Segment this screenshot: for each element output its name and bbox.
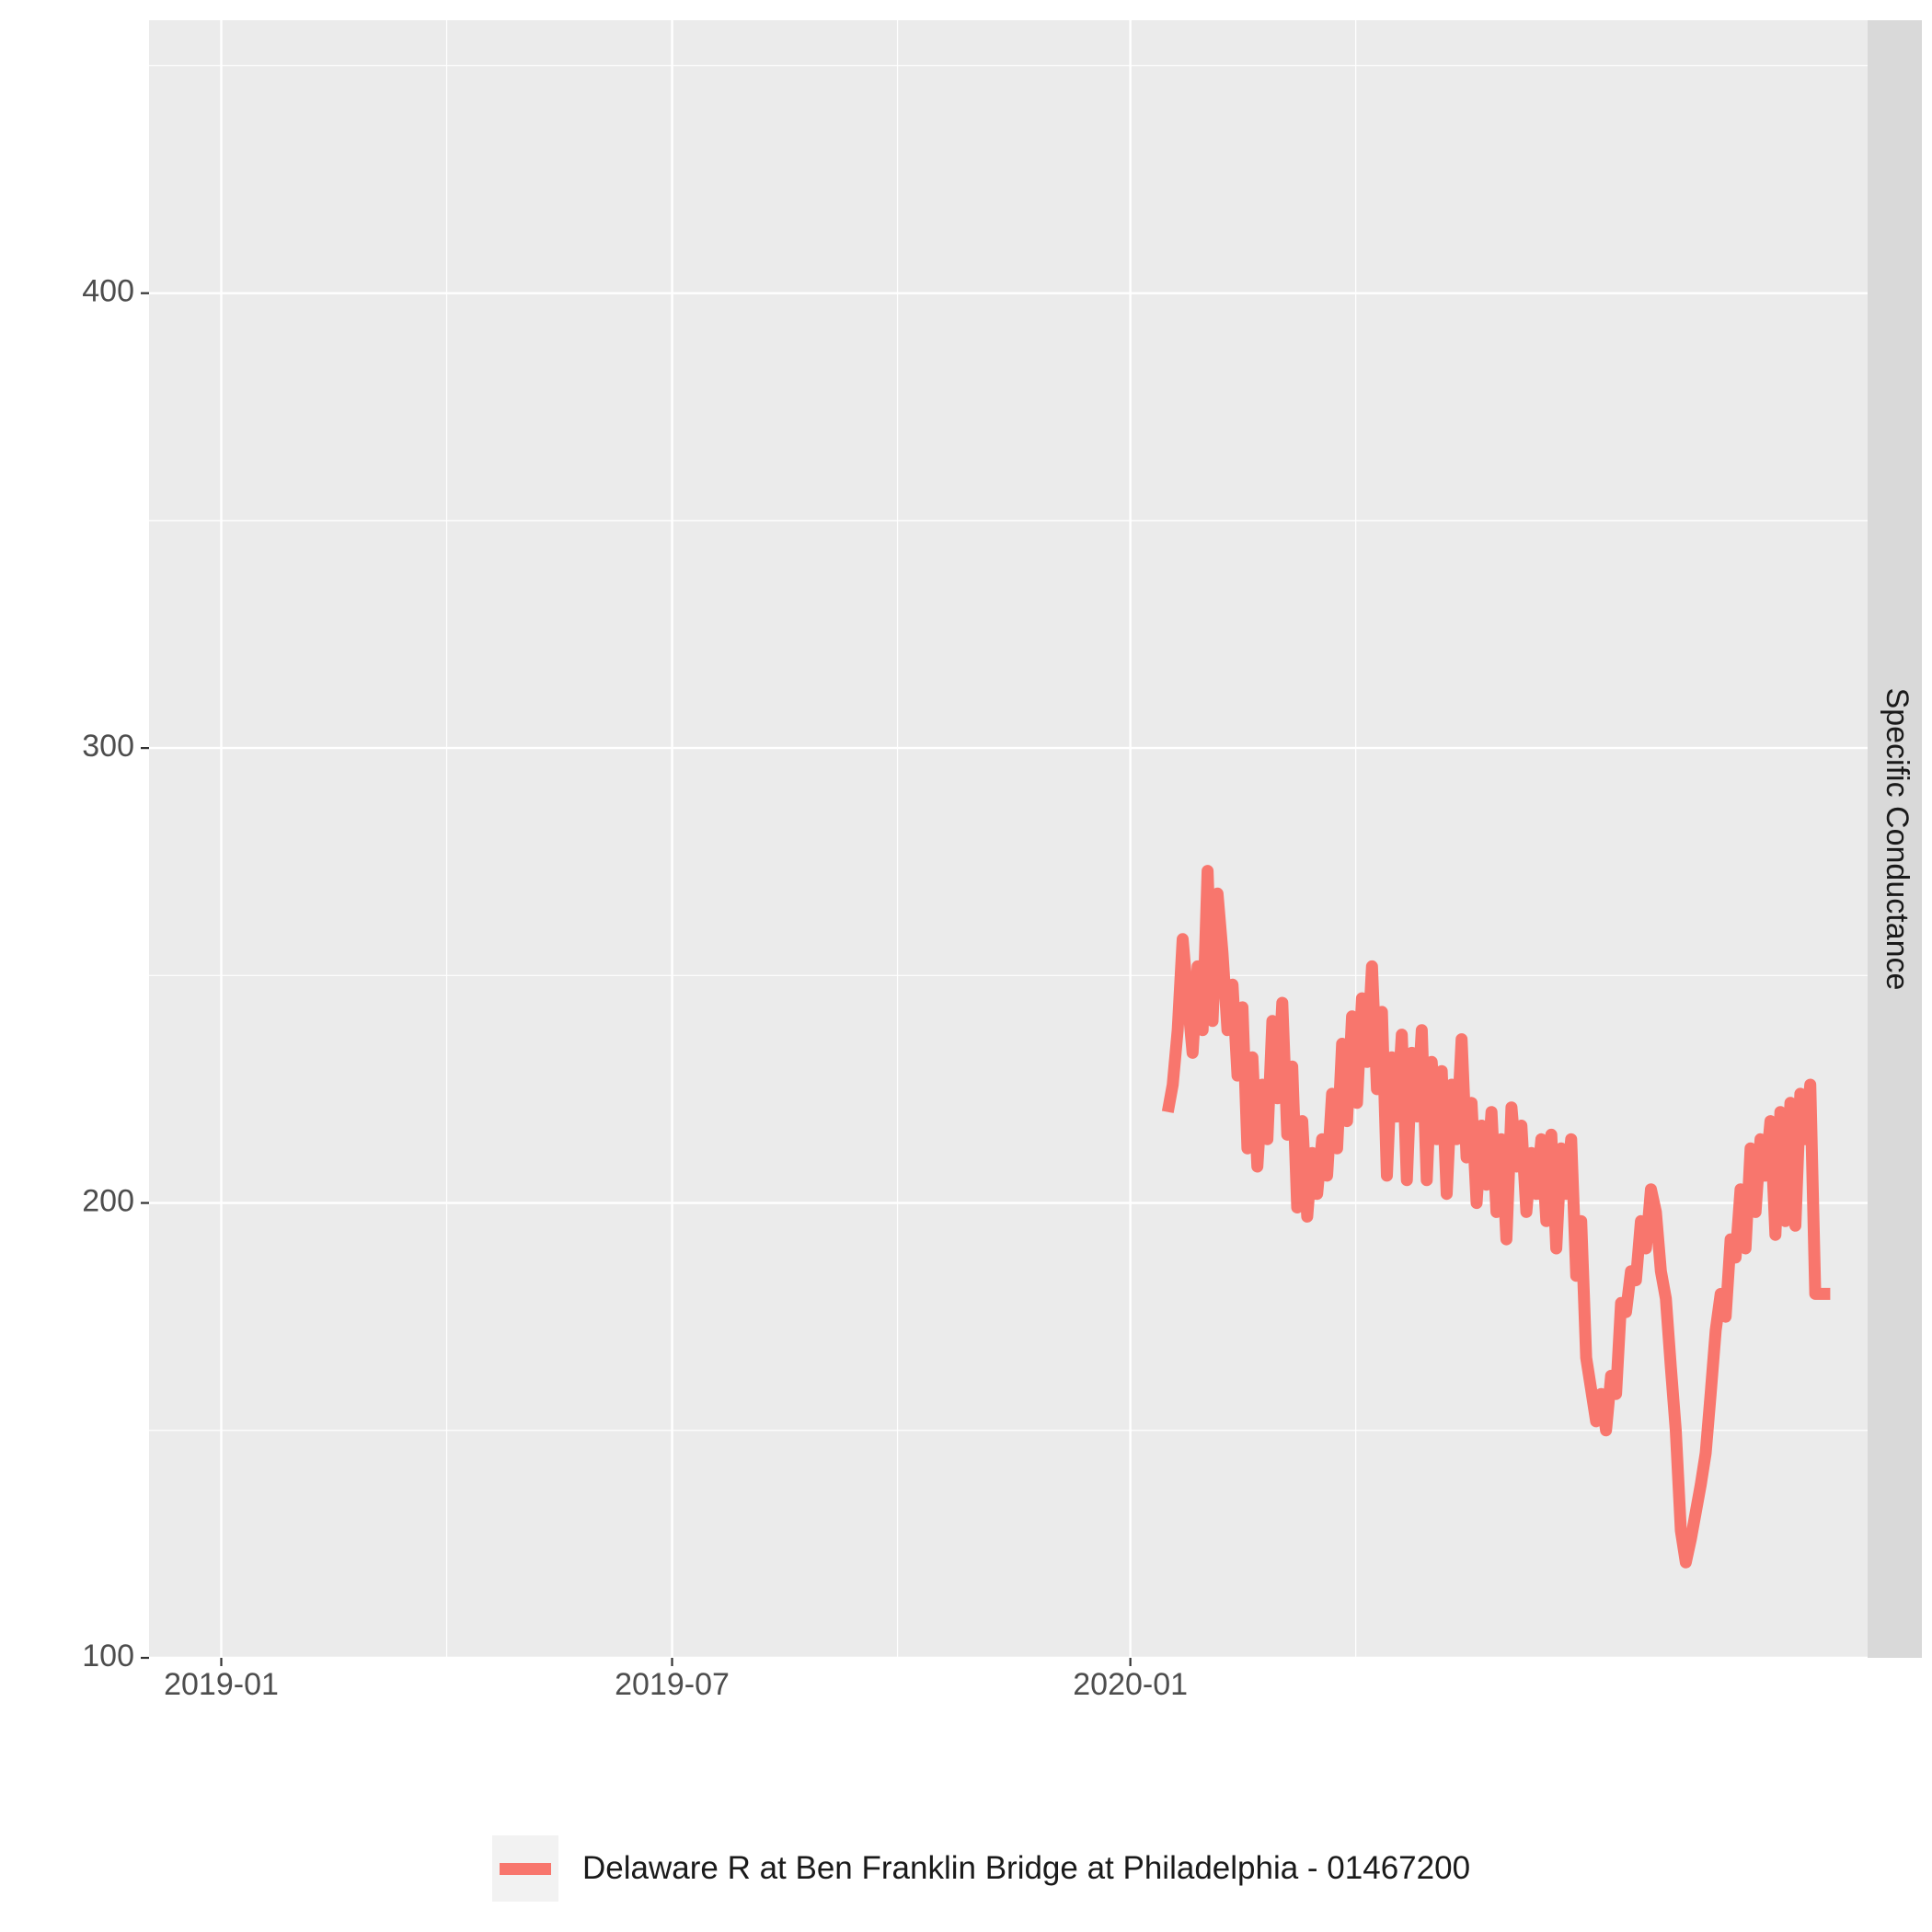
y-tick-label: 200 (82, 1184, 134, 1219)
grid-minor (149, 20, 1868, 1658)
legend-label: Delaware R at Ben Franklin Bridge at Phi… (582, 1850, 1471, 1886)
legend-key (492, 1835, 558, 1902)
facet-strip-label: Specific Conductance (1880, 688, 1915, 991)
x-tick-label: 2019-01 (164, 1667, 279, 1702)
series-layer (1161, 865, 1832, 1569)
grid-major (149, 20, 1868, 1660)
x-axis: 2019-01 2019-07 2020-01 (164, 1658, 1188, 1702)
x-tick-label: 2019-07 (615, 1667, 730, 1702)
facet-strip (1868, 20, 1922, 1658)
series-line-0 (1161, 865, 1832, 1569)
y-tick-label: 400 (82, 274, 134, 309)
y-tick-label: 300 (82, 729, 134, 764)
legend-swatch (500, 1863, 551, 1875)
y-tick-label: 100 (82, 1639, 134, 1673)
x-tick-label: 2020-01 (1073, 1667, 1188, 1702)
legend: Delaware R at Ben Franklin Bridge at Phi… (492, 1835, 1470, 1902)
y-axis: 100 200 300 400 (82, 274, 149, 1673)
